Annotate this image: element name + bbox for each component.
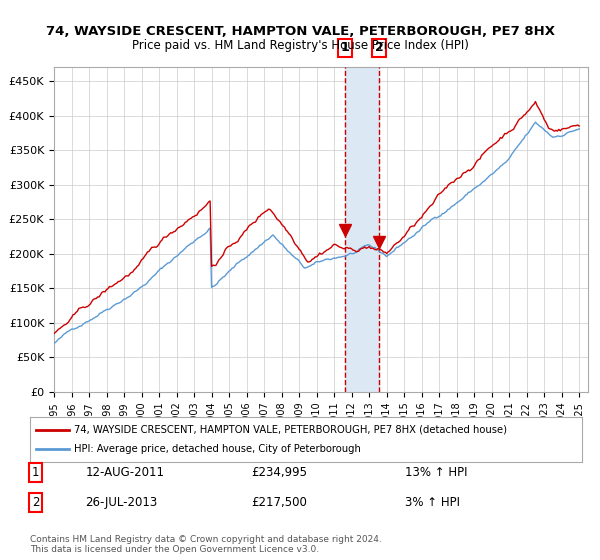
Text: £234,995: £234,995 (251, 466, 307, 479)
Text: 2: 2 (375, 41, 383, 54)
Text: HPI: Average price, detached house, City of Peterborough: HPI: Average price, detached house, City… (74, 445, 361, 455)
Bar (345, 67, 379, 392)
Text: 13% ↑ HPI: 13% ↑ HPI (406, 466, 468, 479)
Text: 74, WAYSIDE CRESCENT, HAMPTON VALE, PETERBOROUGH, PE7 8HX: 74, WAYSIDE CRESCENT, HAMPTON VALE, PETE… (46, 25, 554, 38)
Text: £217,500: £217,500 (251, 496, 307, 510)
Text: Contains HM Land Registry data © Crown copyright and database right 2024.
This d: Contains HM Land Registry data © Crown c… (30, 535, 382, 554)
Text: 12-AUG-2011: 12-AUG-2011 (85, 466, 164, 479)
Text: 74, WAYSIDE CRESCENT, HAMPTON VALE, PETERBOROUGH, PE7 8HX (detached house): 74, WAYSIDE CRESCENT, HAMPTON VALE, PETE… (74, 424, 507, 435)
Text: 1: 1 (32, 466, 39, 479)
Text: 26-JUL-2013: 26-JUL-2013 (85, 496, 157, 510)
Text: 3% ↑ HPI: 3% ↑ HPI (406, 496, 460, 510)
Text: 2: 2 (32, 496, 39, 510)
Text: Price paid vs. HM Land Registry's House Price Index (HPI): Price paid vs. HM Land Registry's House … (131, 39, 469, 52)
Text: 1: 1 (340, 41, 349, 54)
